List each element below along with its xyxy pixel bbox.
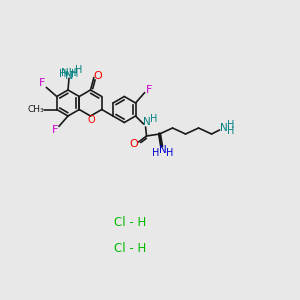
Text: CH₃: CH₃ (27, 105, 44, 114)
Text: H: H (59, 69, 67, 79)
Text: F: F (39, 78, 46, 88)
Text: N: N (220, 123, 227, 133)
Text: O: O (88, 115, 95, 125)
Text: H: H (166, 148, 173, 158)
Text: O: O (94, 71, 102, 81)
Text: H: H (227, 120, 234, 130)
Text: H: H (152, 148, 159, 158)
Text: F: F (52, 125, 58, 135)
Text: F: F (146, 85, 152, 94)
Text: H: H (75, 65, 83, 75)
Text: N: N (159, 145, 167, 155)
Text: O: O (129, 139, 138, 149)
Text: N: N (143, 117, 150, 127)
Text: N: N (65, 71, 73, 81)
Text: NH: NH (61, 68, 77, 78)
Text: H: H (71, 69, 79, 79)
Text: Cl - H: Cl - H (114, 215, 146, 229)
Text: H: H (227, 126, 234, 136)
Text: H: H (150, 114, 157, 124)
Text: Cl - H: Cl - H (114, 242, 146, 254)
